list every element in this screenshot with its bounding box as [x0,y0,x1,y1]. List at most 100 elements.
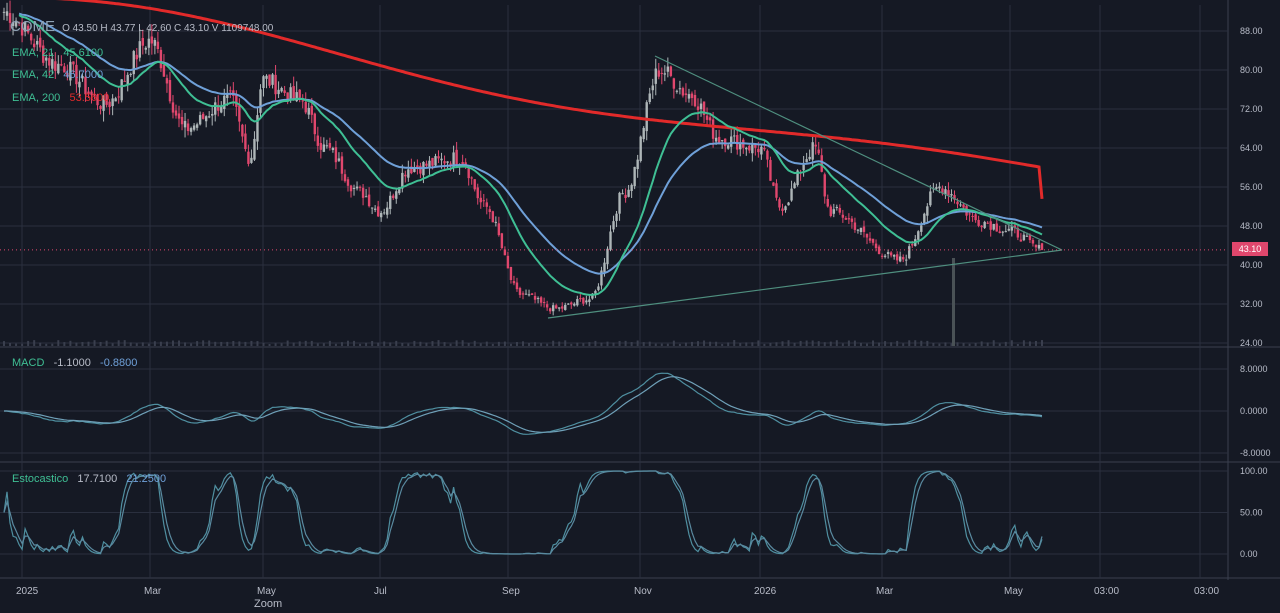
ema200-name: EMA, 200 [12,92,61,104]
volume-bar [709,341,712,346]
candle-body [618,192,621,214]
price-candles[interactable] [2,0,1044,316]
candle-body [229,90,232,92]
candle-body [72,61,75,65]
volume-bar [232,340,235,346]
candle-body [506,255,510,269]
candle-body [639,136,642,162]
candle-body [941,188,944,194]
candle-body [754,143,757,148]
symbol-label[interactable]: COME [10,18,55,35]
candle-body [609,231,612,250]
volume-bar [660,343,663,346]
candle-body [669,66,673,76]
volume-bar [371,340,374,346]
candle-body [289,87,292,99]
candle-body [470,177,473,179]
price-tick-label: 72.00 [1240,104,1263,114]
candle-body [42,45,45,63]
candle-body [570,302,573,305]
candle-body [63,66,66,73]
candle-body [832,209,835,214]
candle-body [558,307,561,309]
volume-bar [926,340,929,346]
candle-body [1016,228,1020,238]
ema21-name: EMA, 21 [12,47,55,59]
candle-body [310,105,313,115]
candle-body [247,151,250,164]
volume-bar [184,342,187,346]
price-tick-label: 80.00 [1240,65,1263,75]
volume-bar [389,342,392,346]
volume-bar [962,343,965,346]
volume-bar [262,342,265,346]
macd-signal-value: -0.8800 [100,357,138,369]
candle-body [316,135,320,146]
volume-bar [256,341,259,346]
candle-body [57,63,60,74]
macd-legend[interactable]: MACD -1.1000 -0.8800 [12,357,137,370]
legend-ema42[interactable]: EMA, 42 46.7000 [12,69,103,82]
candle-body [177,113,181,119]
volume-bar [745,342,748,346]
candle-body [862,226,866,232]
volume-spike [952,258,955,346]
candle-body [521,293,525,295]
volume-bar [63,342,66,346]
ema42-name: EMA, 42 [12,69,55,81]
stoch-legend[interactable]: Estocastico 17.7100 21.2500 [12,473,166,486]
candle-body [889,252,893,256]
stochastic-pane[interactable] [3,470,1043,555]
candle-body [295,92,298,102]
candle-body [554,305,558,309]
volume-bar [654,343,657,346]
candle-body [690,93,694,99]
stoch-d-line [3,470,1043,555]
candle-body [162,65,166,77]
volume-bar [763,343,766,346]
candle-body [440,158,443,161]
price-tick-label: 88.00 [1240,26,1263,36]
candle-body [859,227,863,232]
candle-body [48,58,51,66]
candle-body [527,294,531,296]
volume-bar [87,341,90,346]
price-tick-label: 64.00 [1240,143,1263,153]
legend-ema200[interactable]: EMA, 200 53.5600 [12,92,109,105]
candle-body [81,76,84,79]
stoch-d-value: 21.2500 [126,473,167,485]
candle-body [259,89,262,113]
volume-bar [33,340,36,346]
volume-bar [817,341,820,346]
candle-body [129,73,132,75]
macd-pane[interactable] [4,372,1043,435]
legend-ema21[interactable]: EMA, 21 45.6100 [12,47,103,60]
candle-body [93,94,96,96]
volume-bar [292,342,295,346]
candle-body [361,187,365,198]
candle-body [868,238,872,241]
candle-body [645,102,648,132]
candle-body [612,221,615,230]
stoch-tick-label: 0.00 [1240,549,1258,559]
candle-body [1028,235,1032,241]
candle-body [594,290,597,294]
candle-body [120,79,123,101]
volume-bar [552,340,555,346]
volume-bar [57,340,60,346]
zoom-label[interactable]: Zoom [254,598,283,610]
candle-body [159,49,163,69]
candle-body [29,33,33,41]
candle-body [376,206,380,217]
volume-bar [896,340,899,346]
volume-bar [865,343,868,346]
candle-body [346,179,350,186]
candle-body [90,91,93,95]
volume-bar [666,343,669,346]
volume-bar [401,342,404,346]
volume-bar [268,343,271,346]
candle-body [253,138,256,160]
candle-body [1034,244,1038,248]
candle-body [105,94,108,105]
